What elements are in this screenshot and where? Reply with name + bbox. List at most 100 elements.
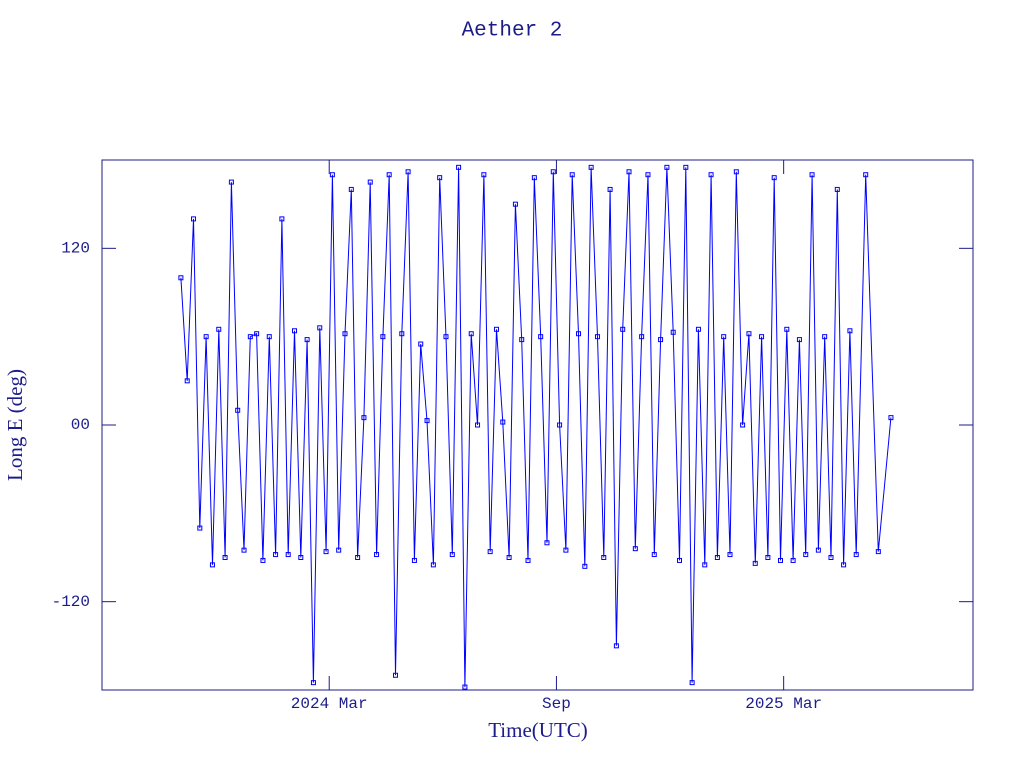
data-point <box>336 547 342 553</box>
data-point <box>184 378 190 384</box>
data-point <box>323 549 329 555</box>
data-point <box>481 172 487 178</box>
data-point <box>803 552 809 558</box>
data-point <box>525 557 531 563</box>
data-point <box>620 326 626 332</box>
data-point <box>796 337 802 343</box>
data-point <box>588 164 594 170</box>
data-point <box>841 562 847 568</box>
y-tick-label: -120 <box>52 593 90 611</box>
data-point <box>273 552 279 558</box>
data-point <box>392 672 398 678</box>
data-point <box>790 557 796 563</box>
data-point <box>601 555 607 560</box>
data-point <box>228 179 234 185</box>
data-point <box>664 164 670 170</box>
data-point <box>765 555 771 560</box>
chart-title: Aether 2 <box>462 20 563 43</box>
data-point <box>777 557 783 563</box>
data-point <box>519 337 525 343</box>
data-point <box>348 186 354 192</box>
data-point <box>834 186 840 192</box>
data-point <box>531 175 537 181</box>
data-point <box>317 325 323 331</box>
data-point <box>702 562 708 568</box>
x-tick-label: 2024 Mar <box>291 695 368 713</box>
data-point <box>863 172 869 178</box>
data-point <box>695 326 701 332</box>
data-point <box>809 172 815 178</box>
data-point <box>285 552 291 558</box>
data-point <box>538 334 544 340</box>
data-point <box>651 552 657 558</box>
data-point <box>815 547 821 553</box>
data-point <box>569 172 575 178</box>
data-point <box>689 680 695 686</box>
x-tick-label: 2025 Mar <box>745 695 822 713</box>
data-point <box>374 552 380 558</box>
data-point <box>645 172 651 178</box>
data-point <box>279 216 285 222</box>
data-point <box>216 326 222 332</box>
data-point <box>266 334 272 340</box>
data-point <box>721 334 727 340</box>
data-point <box>784 326 790 332</box>
y-tick-label: 00 <box>71 416 90 434</box>
data-point <box>500 419 506 425</box>
data-point <box>582 563 588 569</box>
y-tick-label: 120 <box>61 240 90 258</box>
data-point <box>380 334 386 340</box>
y-axis-label: Long E (deg) <box>3 369 27 481</box>
data-point <box>683 164 689 170</box>
data-point <box>594 334 600 340</box>
data-point <box>875 549 881 555</box>
data-point <box>399 331 405 337</box>
data-point <box>342 331 348 337</box>
data-point <box>292 328 298 334</box>
x-tick-label: Sep <box>542 695 571 713</box>
data-point <box>197 525 203 531</box>
data-point <box>386 172 392 178</box>
data-point <box>203 334 209 340</box>
x-axis-label: Time(UTC) <box>488 718 588 742</box>
data-point <box>355 555 361 560</box>
data-point <box>714 555 720 560</box>
data-line <box>180 167 892 688</box>
data-point <box>853 552 859 558</box>
data-point <box>828 555 834 560</box>
data-point <box>506 555 512 560</box>
data-point <box>708 172 714 178</box>
data-point <box>304 337 310 343</box>
data-point <box>222 555 228 560</box>
data-point <box>847 328 853 334</box>
data-point <box>462 684 468 690</box>
data-point <box>557 422 563 428</box>
data-point <box>209 562 215 568</box>
data-point <box>361 415 367 421</box>
data-point <box>178 275 184 281</box>
data-point <box>260 557 266 563</box>
data-point <box>424 418 430 424</box>
data-point <box>254 331 260 337</box>
data-point <box>550 169 556 175</box>
data-point <box>746 331 752 337</box>
data-point <box>310 680 316 686</box>
data-point <box>888 415 894 421</box>
data-point <box>418 341 424 347</box>
data-point <box>544 540 550 546</box>
data-point <box>487 549 493 555</box>
data-point <box>437 175 443 181</box>
data-point <box>607 186 613 192</box>
data-point <box>658 337 664 343</box>
data-point <box>493 326 499 332</box>
data-point <box>626 169 632 175</box>
data-point <box>752 560 758 566</box>
data-point <box>613 643 619 649</box>
data-point <box>367 179 373 185</box>
data-point <box>468 331 474 337</box>
data-point <box>191 216 197 222</box>
data-point <box>405 169 411 175</box>
data-point <box>456 164 462 170</box>
data-point <box>740 422 746 428</box>
